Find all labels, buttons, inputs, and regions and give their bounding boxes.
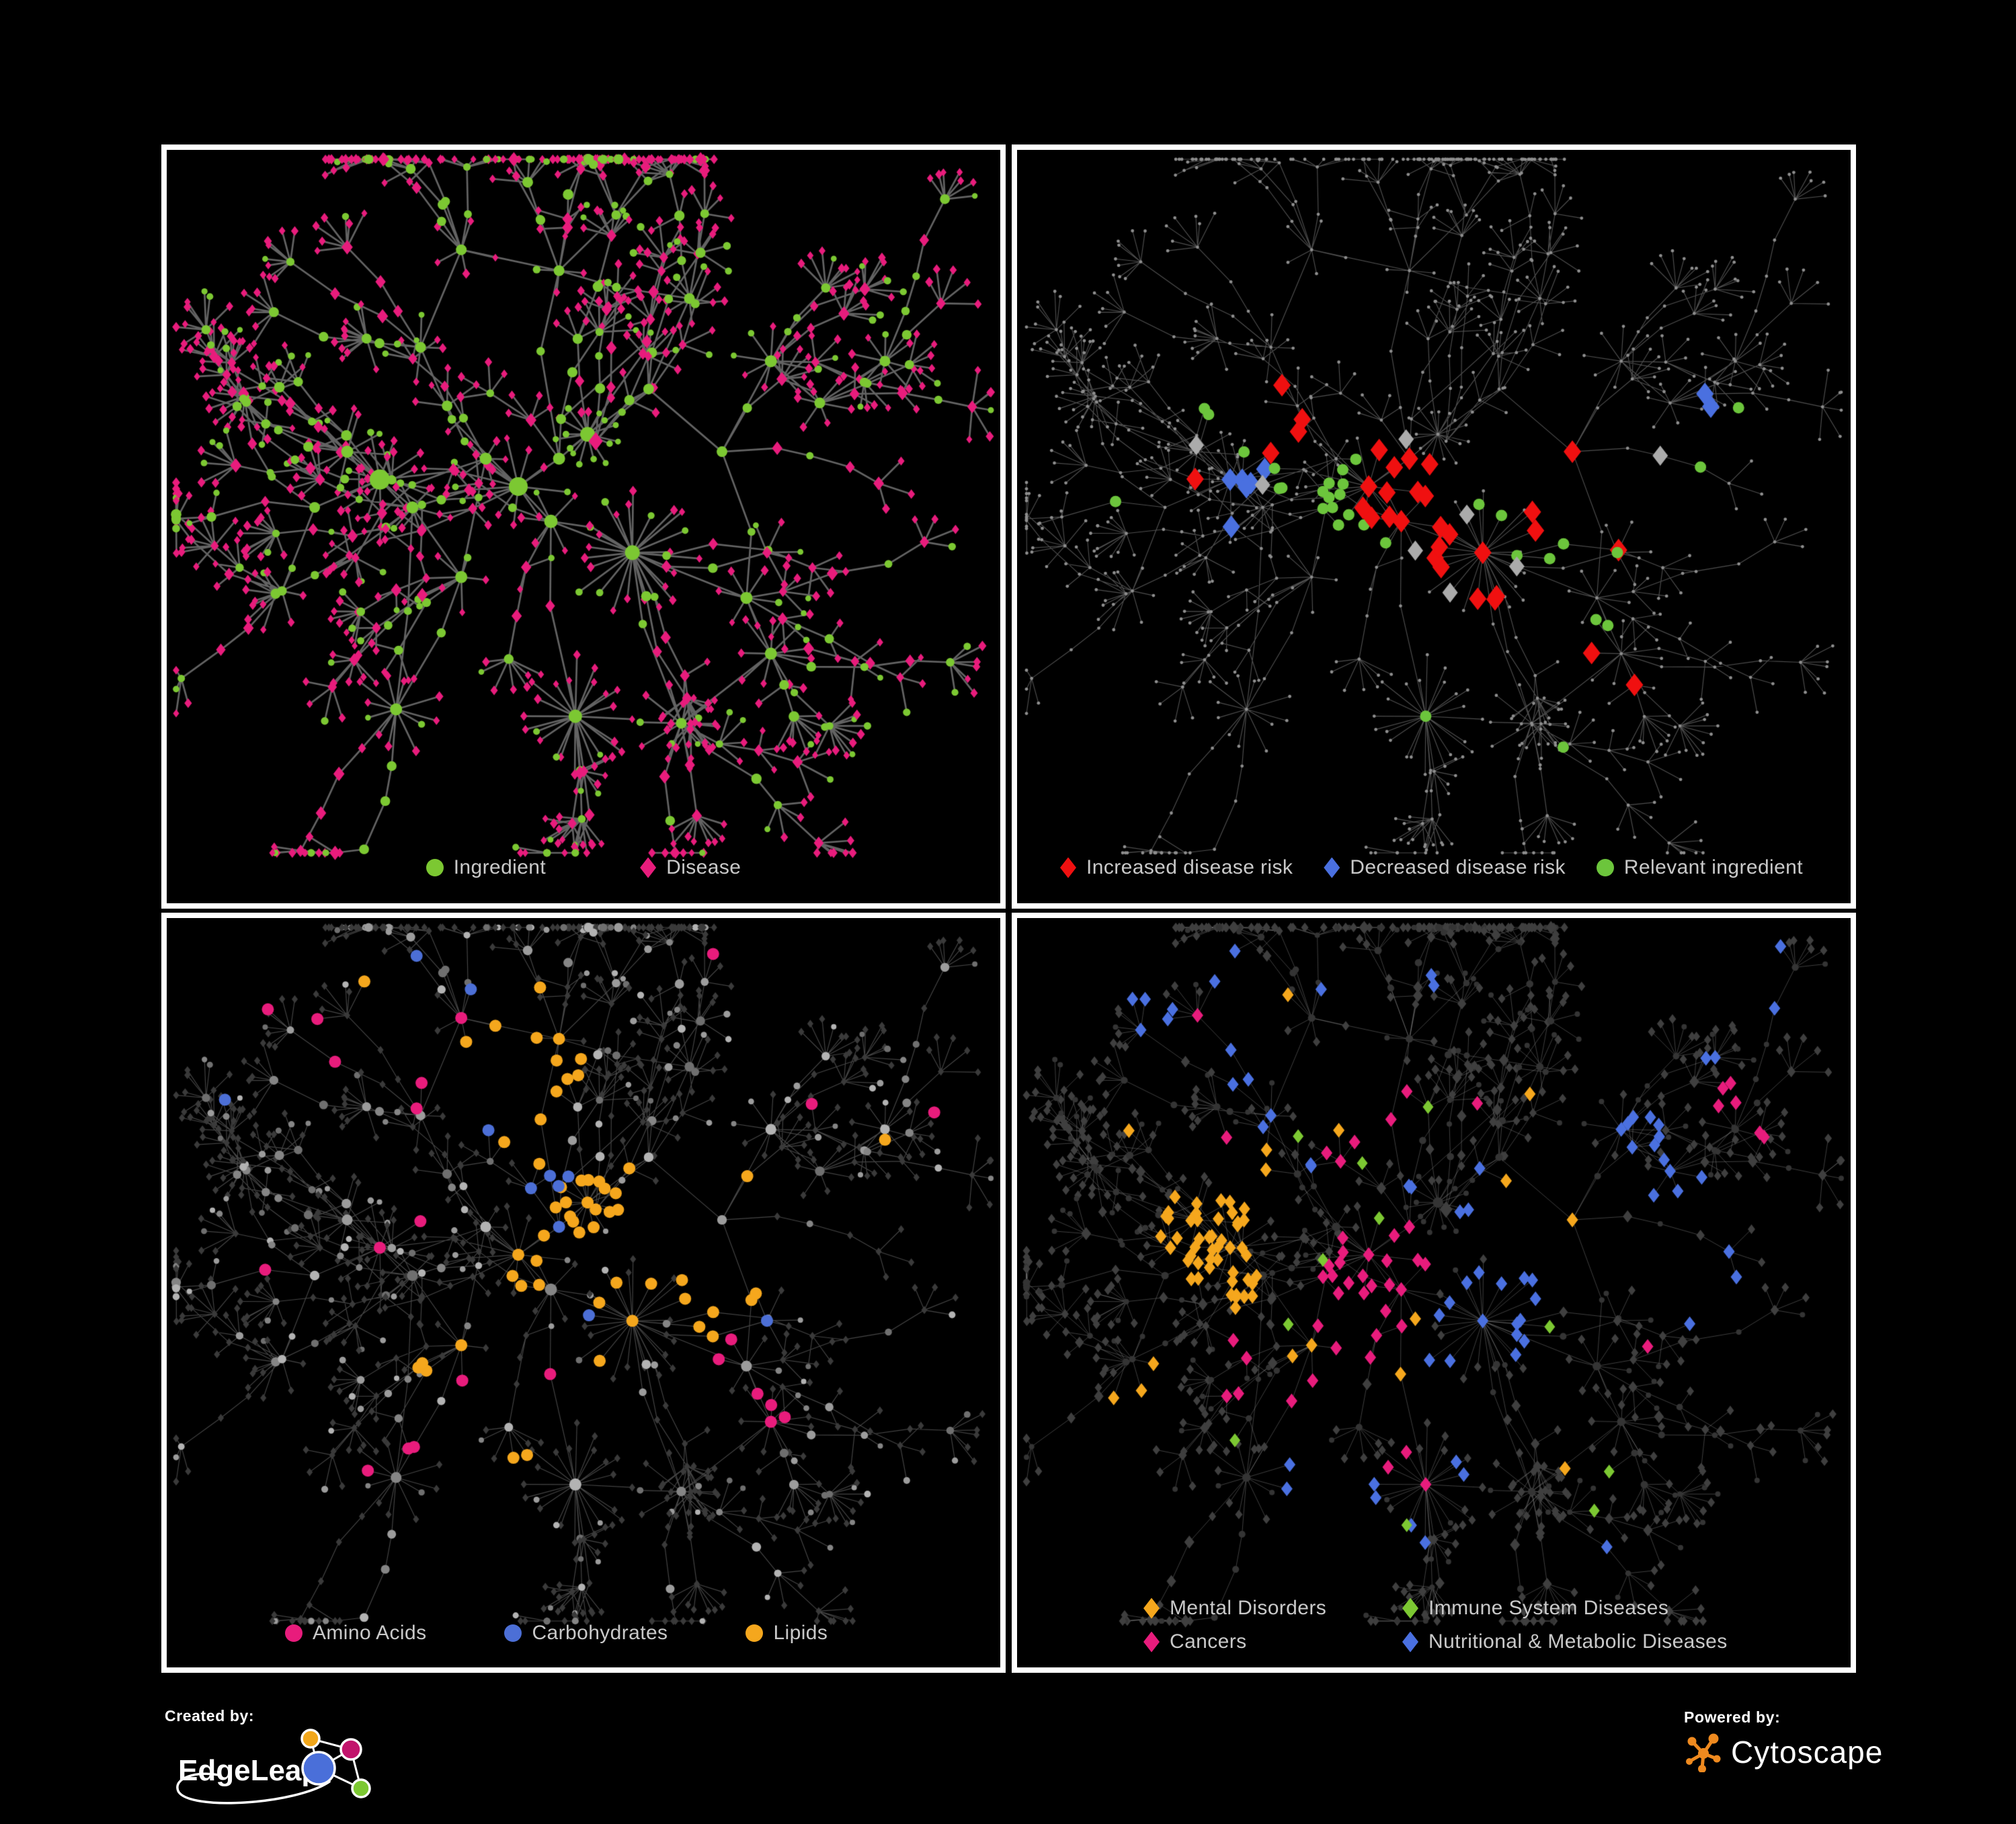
disease-marker-icon [640, 857, 657, 878]
edgeleap-swoosh [176, 1772, 331, 1805]
legend-item: Carbohydrates [504, 1622, 668, 1645]
cytoscape-icon-node [1687, 1737, 1697, 1746]
cytoscape-icon-node [1686, 1758, 1693, 1765]
panel-nutrient-classes: Amino Acids Carbohydrates Lipids [161, 913, 1006, 1673]
legend-ingredient-disease: Ingredient Disease [167, 856, 1000, 879]
legend-label: Cancers [1170, 1630, 1247, 1653]
legend-label: Ingredient [453, 856, 547, 878]
legend-item: Increased disease risk [1060, 856, 1293, 879]
legend-disease-risk: Increased disease risk Decreased disease… [1060, 856, 1803, 879]
legend-label: Increased disease risk [1086, 856, 1293, 878]
panel-ingredient-disease: Ingredient Disease [161, 144, 1006, 909]
cytoscape-network-icon [1686, 1733, 1721, 1772]
cytoscape-icon-node [1698, 1765, 1706, 1772]
nutritional-metabolic-marker-icon [1402, 1631, 1418, 1653]
legend-nutrient-classes: Amino Acids Carbohydrates Lipids [285, 1622, 828, 1645]
legend-item: Immune System Diseases [1402, 1597, 1728, 1620]
immune-system-marker-icon [1402, 1598, 1418, 1619]
relevant-ingredient-marker-icon [1596, 859, 1614, 876]
panel-disease-risk: Increased disease risk Decreased disease… [1012, 144, 1856, 909]
amino-acids-marker-icon [285, 1624, 303, 1642]
legend-item: Amino Acids [285, 1622, 426, 1645]
legend-item: Nutritional & Metabolic Diseases [1402, 1630, 1728, 1653]
legend-item: Decreased disease risk [1324, 856, 1566, 879]
cytoscape-logo: Powered by: Cytoscape [1684, 1708, 1993, 1796]
edgeleap-node-orange [300, 1729, 321, 1749]
cytoscape-icon-node [1713, 1755, 1721, 1763]
legend-label: Amino Acids [313, 1622, 427, 1644]
cytoscape-icon-node [1698, 1748, 1709, 1759]
legend-item: Mental Disorders [1143, 1597, 1402, 1620]
edgeleap-node-green [351, 1778, 371, 1798]
cancers-marker-icon [1143, 1631, 1160, 1653]
legend-label: Nutritional & Metabolic Diseases [1428, 1630, 1728, 1653]
legend-label: Decreased disease risk [1350, 856, 1566, 878]
legend-item: Cancers [1143, 1630, 1402, 1653]
lipids-marker-icon [745, 1624, 764, 1642]
edgeleap-node-magenta [339, 1738, 362, 1761]
legend-label: Carbohydrates [532, 1622, 668, 1644]
legend-item: Disease [640, 856, 741, 879]
legend-label: Lipids [773, 1622, 828, 1644]
legend-disease-categories: Mental Disorders Immune System Diseases … [1143, 1597, 1728, 1653]
panel-disease-categories: Mental Disorders Immune System Diseases … [1012, 913, 1856, 1673]
cytoscape-wordmark: Cytoscape [1731, 1735, 1884, 1770]
created-by-label: Created by: [165, 1707, 255, 1725]
edgeleap-node-blue [301, 1751, 336, 1786]
edgeleap-logo: Created by: EdgeLeap [165, 1707, 568, 1815]
edgeleap-lockup: EdgeLeap [176, 1729, 371, 1805]
disease-category-network [1017, 918, 1851, 1667]
legend-item: Relevant ingredient [1596, 856, 1803, 879]
disease-risk-network [1017, 150, 1851, 903]
legend-item: Lipids [745, 1622, 828, 1645]
ingredient-disease-network [167, 150, 1000, 903]
nutrient-class-network [167, 918, 1000, 1667]
decreased-risk-marker-icon [1324, 857, 1340, 878]
legend-label: Relevant ingredient [1623, 856, 1803, 878]
edgeleap-wordmark: EdgeLeap [178, 1754, 319, 1787]
legend-label: Immune System Diseases [1428, 1597, 1669, 1619]
cytoscape-icon-node [1708, 1733, 1719, 1744]
ingredient-marker-icon [426, 859, 444, 876]
carbohydrates-marker-icon [504, 1624, 522, 1642]
legend-item: Ingredient [426, 856, 546, 879]
increased-risk-marker-icon [1060, 857, 1076, 878]
legend-label: Disease [666, 856, 741, 878]
mental-disorders-marker-icon [1143, 1598, 1160, 1619]
powered-by-label: Powered by: [1684, 1708, 1781, 1726]
legend-label: Mental Disorders [1170, 1597, 1327, 1619]
